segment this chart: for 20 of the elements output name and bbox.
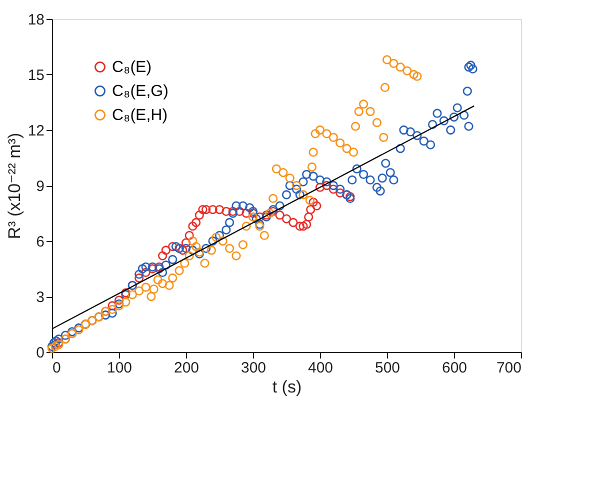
x-tick-label: 300 (240, 360, 266, 376)
y-tick-label: 18 (28, 12, 44, 28)
x-tick-label: 400 (308, 360, 334, 376)
x-tick-label: 700 (496, 360, 522, 376)
y-tick-label: 12 (28, 122, 44, 140)
y-tick-label: 9 (36, 178, 44, 195)
x-tick-label: 0 (52, 360, 61, 376)
x-tick-label: 200 (174, 360, 200, 376)
legend-label: C₈(E,H) (112, 107, 168, 124)
legend-label: C₈(E) (112, 59, 152, 76)
y-tick-label: 3 (36, 289, 44, 306)
y-axis-title: R³ (x10⁻²² m³) (4, 132, 24, 240)
x-tick-label: 600 (442, 360, 468, 376)
y-tick-label: 0 (36, 344, 44, 362)
y-tick-label: 6 (36, 234, 44, 250)
x-tick-label: 500 (374, 360, 400, 376)
y-tick-label: 15 (28, 67, 44, 84)
x-axis-title: t (s) (272, 378, 302, 396)
x-tick-label: 100 (106, 360, 132, 376)
legend-label: C₈(E,G) (112, 83, 168, 100)
